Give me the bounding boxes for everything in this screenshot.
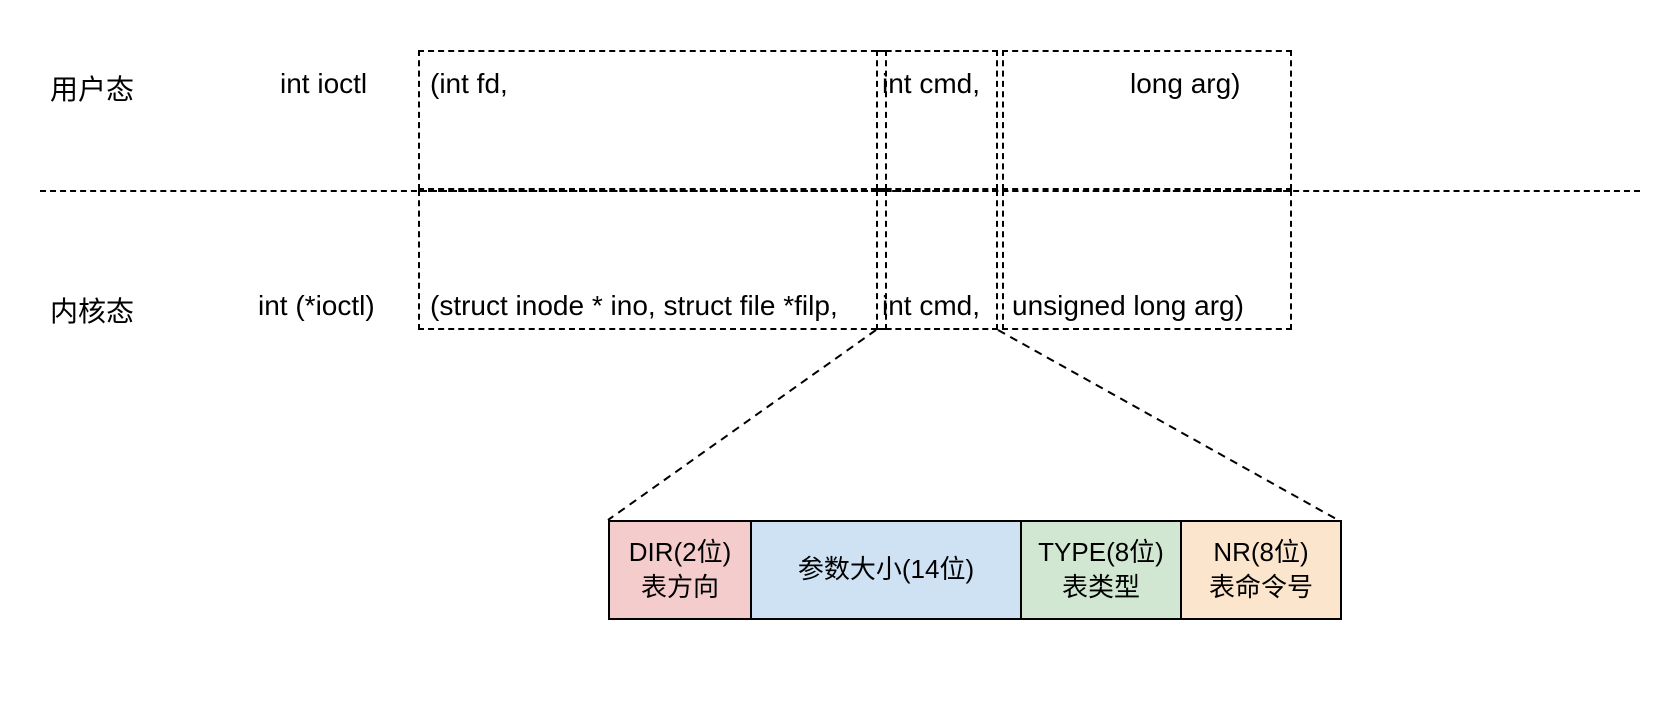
cmd-cell-dir: DIR(2位) 表方向	[610, 522, 750, 618]
cmd-cell-nr-line2: 表命令号	[1209, 570, 1313, 605]
cmd-cell-dir-line2: 表方向	[641, 570, 719, 605]
cmd-cell-type-line2: 表类型	[1062, 570, 1140, 605]
cmd-cell-dir-line1: DIR(2位)	[629, 535, 732, 570]
cmd-cell-size: 参数大小(14位)	[750, 522, 1020, 618]
cmd-cell-size-line1: 参数大小(14位)	[798, 552, 974, 587]
cmd-cell-type-line1: TYPE(8位)	[1038, 535, 1164, 570]
cmd-cell-nr-line1: NR(8位)	[1213, 535, 1308, 570]
cmd-cell-nr: NR(8位) 表命令号	[1180, 522, 1340, 618]
cmd-breakdown-table: DIR(2位) 表方向 参数大小(14位) TYPE(8位) 表类型 NR(8位…	[608, 520, 1342, 620]
diagram-canvas: 用户态 int ioctl (int fd, int cmd, long arg…	[0, 0, 1666, 703]
cmd-cell-type: TYPE(8位) 表类型	[1020, 522, 1180, 618]
